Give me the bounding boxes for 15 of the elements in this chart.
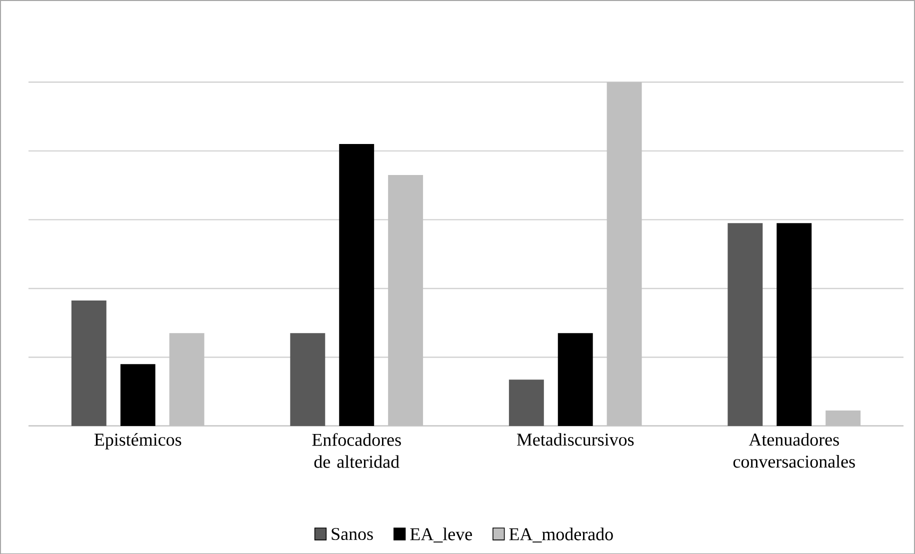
- bar: [776, 222, 812, 426]
- x-tick-label: Epistémicos: [94, 432, 182, 450]
- bar: [120, 364, 156, 426]
- legend-label: EA_leve: [410, 527, 472, 542]
- bar: [290, 332, 326, 426]
- bar: [71, 300, 106, 426]
- bar: [339, 144, 374, 426]
- x-tick-label: Enfocadores de alteridad: [312, 432, 401, 468]
- bar: [558, 332, 593, 426]
- x-tick-label: Atenuadores conversacionales: [733, 432, 855, 468]
- legend-label: EA_moderado: [509, 527, 613, 542]
- bar: [508, 379, 544, 426]
- bar: [728, 222, 763, 426]
- legend-label: Sanos: [332, 528, 373, 540]
- x-tick-label: Metadiscursivos: [516, 432, 634, 446]
